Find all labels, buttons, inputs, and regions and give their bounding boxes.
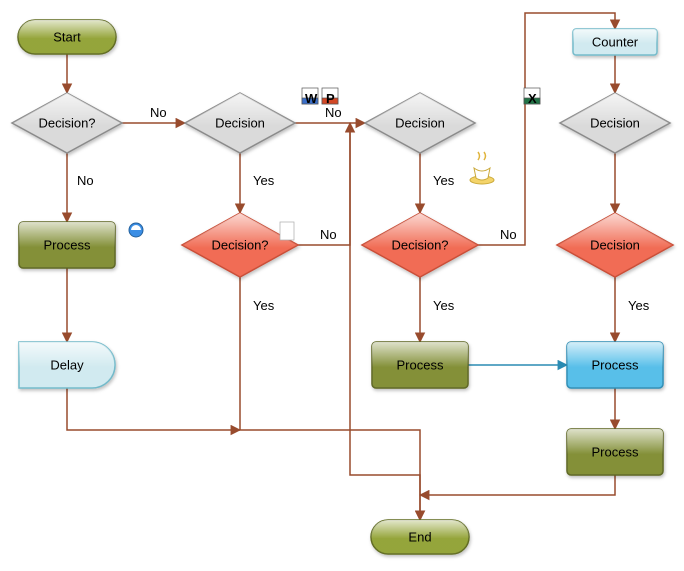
edge-label: No [325,105,342,120]
node-label: Start [53,30,81,45]
flowchart-edge [420,475,615,495]
node-proc3: Process [567,342,663,388]
node-delay: Delay [19,342,115,388]
doc-icon [280,222,294,240]
word-icon: W [302,88,318,106]
ie-icon [129,223,143,237]
edge-label: Yes [253,298,275,313]
node-proc1: Process [19,222,115,268]
node-label: Delay [50,358,84,373]
node-label: Decision [590,116,640,131]
svg-text:P: P [326,91,335,106]
node-d1: Decision? [12,93,122,153]
node-label: Process [397,358,444,373]
node-counter: Counter [573,29,657,55]
excel-icon: X [524,88,540,106]
node-start: Start [18,20,116,54]
node-label: Decision [215,116,265,131]
flowchart-diagram: No No No Yes Yes Yes No No Yes Yes Start Counter Dec… [0,0,684,571]
java-icon [470,152,494,184]
node-proc2: Process [372,342,468,388]
edge-label: Yes [433,173,455,188]
node-label: Process [592,358,639,373]
node-d7: Decision [557,213,673,277]
node-d3: Decision [365,93,475,153]
node-label: Process [44,238,91,253]
node-label: End [408,530,431,545]
edge-label: Yes [433,298,455,313]
node-end: End [371,520,469,554]
node-label: Process [592,445,639,460]
edge-label: Yes [253,173,275,188]
node-proc4: Process [567,429,663,475]
node-label: Counter [592,35,639,50]
svg-text:W: W [305,91,318,106]
ppt-icon: P [322,88,338,106]
flowchart-edge [240,277,420,520]
edge-label: Yes [628,298,650,313]
node-d4: Decision [560,93,670,153]
node-d6: Decision? [362,213,478,277]
svg-text:X: X [528,91,537,106]
flowchart-edge [67,388,240,430]
flowchart-edge [350,123,420,520]
edge-label: No [500,227,517,242]
node-label: Decision [590,238,640,253]
edge-label: No [320,227,337,242]
node-label: Decision [395,116,445,131]
node-label: Decision? [211,238,268,253]
edge-label: No [77,173,94,188]
node-d2: Decision [185,93,295,153]
edge-label: No [150,105,167,120]
node-label: Decision? [38,116,95,131]
node-label: Decision? [391,238,448,253]
